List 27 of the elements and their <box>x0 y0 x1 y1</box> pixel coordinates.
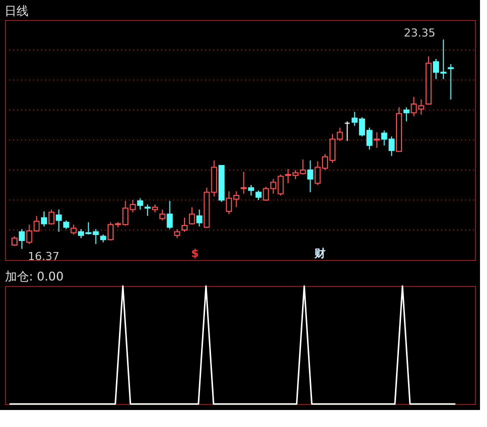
annotation: 财 <box>314 247 326 260</box>
candlestick <box>11 236 18 246</box>
candlestick <box>41 210 48 227</box>
candlestick <box>166 200 173 230</box>
candlestick <box>188 206 195 226</box>
candlestick <box>144 204 151 216</box>
candlestick <box>448 64 454 100</box>
candlestick <box>18 228 25 250</box>
candlestick <box>374 132 380 148</box>
candlestick <box>240 171 247 194</box>
candlestick <box>182 217 188 232</box>
candlestick <box>159 209 166 221</box>
candlestick <box>255 190 262 200</box>
chart-title: 日线 <box>4 4 28 18</box>
candlestick <box>403 106 410 122</box>
annotation: 23.35 <box>404 26 436 40</box>
candlestick <box>344 120 350 142</box>
annotation: $ <box>191 247 199 260</box>
annotation: 16.37 <box>28 250 60 263</box>
candlestick <box>137 198 144 210</box>
candlestick <box>48 209 54 226</box>
candlestick <box>307 160 314 193</box>
candlestick <box>248 184 254 196</box>
chart-title: 加仓: 0.00 <box>5 269 64 284</box>
candlestick <box>56 209 62 232</box>
candlestick <box>70 224 77 235</box>
candlestick <box>196 209 202 227</box>
